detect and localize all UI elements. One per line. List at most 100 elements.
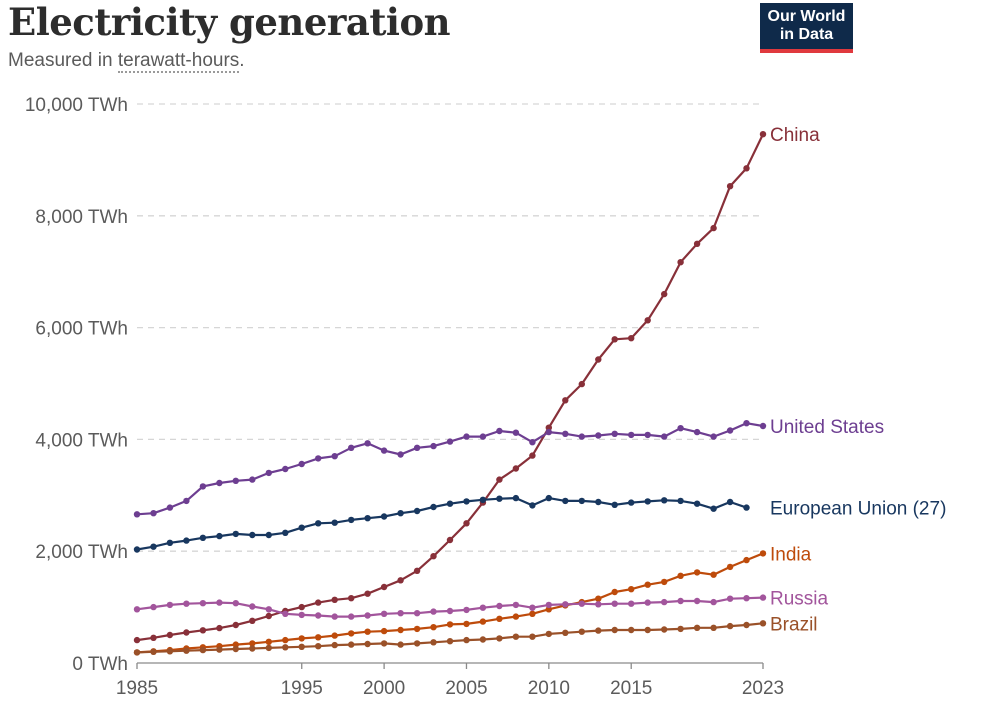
data-point[interactable] bbox=[693, 240, 701, 247]
data-point[interactable] bbox=[628, 626, 635, 634]
data-point[interactable] bbox=[726, 563, 734, 571]
data-point[interactable] bbox=[298, 643, 305, 650]
data-point[interactable] bbox=[628, 499, 635, 506]
data-point[interactable] bbox=[496, 476, 503, 483]
data-point[interactable] bbox=[216, 646, 223, 653]
data-point[interactable] bbox=[463, 520, 470, 527]
data-point[interactable] bbox=[578, 497, 585, 505]
data-point[interactable] bbox=[133, 546, 141, 553]
data-point[interactable] bbox=[364, 640, 371, 648]
data-point[interactable] bbox=[265, 531, 272, 539]
data-point[interactable] bbox=[545, 424, 552, 431]
data-point[interactable] bbox=[446, 500, 454, 507]
data-point[interactable] bbox=[397, 510, 404, 517]
data-point[interactable] bbox=[397, 626, 404, 634]
data-point[interactable] bbox=[496, 602, 503, 610]
data-point[interactable] bbox=[545, 428, 552, 436]
data-point[interactable] bbox=[380, 447, 388, 454]
data-point[interactable] bbox=[726, 427, 734, 434]
data-point[interactable] bbox=[265, 606, 272, 613]
data-point[interactable] bbox=[397, 451, 404, 458]
data-point[interactable] bbox=[512, 633, 520, 640]
data-point[interactable] bbox=[496, 615, 503, 622]
data-point[interactable] bbox=[430, 608, 437, 615]
data-point[interactable] bbox=[430, 442, 437, 450]
data-point[interactable] bbox=[512, 494, 520, 502]
data-point[interactable] bbox=[133, 511, 141, 518]
data-point[interactable] bbox=[677, 597, 684, 605]
data-point[interactable] bbox=[282, 636, 289, 644]
data-point[interactable] bbox=[380, 627, 388, 635]
data-point[interactable] bbox=[249, 531, 256, 539]
data-point[interactable] bbox=[710, 571, 717, 578]
data-point[interactable] bbox=[512, 613, 520, 620]
data-point[interactable] bbox=[545, 494, 552, 502]
data-point[interactable] bbox=[479, 636, 487, 643]
data-point[interactable] bbox=[150, 543, 157, 550]
data-point[interactable] bbox=[364, 515, 371, 522]
data-point[interactable] bbox=[759, 620, 767, 627]
data-point[interactable] bbox=[413, 625, 421, 633]
data-point[interactable] bbox=[595, 627, 602, 634]
series-european-union-27[interactable] bbox=[133, 494, 750, 553]
data-point[interactable] bbox=[661, 626, 668, 633]
data-point[interactable] bbox=[232, 621, 239, 629]
data-point[interactable] bbox=[644, 599, 651, 606]
data-point[interactable] bbox=[166, 648, 174, 655]
data-point[interactable] bbox=[331, 596, 338, 603]
data-point[interactable] bbox=[413, 610, 421, 617]
series-label-russia[interactable]: Russia bbox=[770, 589, 829, 610]
data-point[interactable] bbox=[644, 581, 651, 588]
data-point[interactable] bbox=[693, 597, 701, 605]
data-point[interactable] bbox=[529, 502, 536, 509]
data-point[interactable] bbox=[232, 530, 239, 538]
data-point[interactable] bbox=[166, 601, 174, 609]
data-point[interactable] bbox=[380, 640, 388, 647]
data-point[interactable] bbox=[479, 433, 487, 440]
data-point[interactable] bbox=[693, 624, 701, 631]
data-point[interactable] bbox=[249, 645, 256, 652]
data-point[interactable] bbox=[710, 624, 717, 631]
data-point[interactable] bbox=[364, 590, 371, 597]
data-point[interactable] bbox=[150, 603, 157, 611]
data-point[interactable] bbox=[133, 636, 141, 644]
data-point[interactable] bbox=[595, 601, 602, 608]
data-point[interactable] bbox=[413, 507, 421, 515]
data-point[interactable] bbox=[298, 603, 305, 611]
data-point[interactable] bbox=[249, 476, 256, 483]
data-point[interactable] bbox=[578, 380, 585, 388]
data-point[interactable] bbox=[562, 629, 569, 636]
data-point[interactable] bbox=[298, 611, 305, 619]
data-point[interactable] bbox=[315, 455, 322, 462]
data-point[interactable] bbox=[545, 606, 552, 613]
data-point[interactable] bbox=[183, 537, 190, 544]
data-point[interactable] bbox=[331, 632, 338, 639]
data-point[interactable] bbox=[348, 595, 355, 602]
data-point[interactable] bbox=[199, 646, 207, 654]
data-point[interactable] bbox=[199, 534, 207, 541]
data-point[interactable] bbox=[562, 430, 569, 437]
data-point[interactable] bbox=[562, 397, 569, 404]
data-point[interactable] bbox=[677, 259, 684, 266]
data-point[interactable] bbox=[529, 633, 536, 640]
data-point[interactable] bbox=[166, 631, 174, 639]
data-point[interactable] bbox=[710, 505, 717, 512]
data-point[interactable] bbox=[529, 452, 536, 459]
data-point[interactable] bbox=[166, 539, 174, 546]
data-point[interactable] bbox=[578, 628, 585, 635]
data-point[interactable] bbox=[430, 503, 437, 511]
data-point[interactable] bbox=[397, 577, 404, 584]
data-point[interactable] bbox=[298, 524, 305, 531]
data-point[interactable] bbox=[743, 165, 750, 172]
data-point[interactable] bbox=[446, 638, 454, 645]
data-point[interactable] bbox=[446, 607, 454, 615]
data-point[interactable] bbox=[282, 529, 289, 536]
data-point[interactable] bbox=[232, 641, 239, 648]
series-united-states[interactable] bbox=[133, 420, 767, 518]
series-brazil[interactable] bbox=[133, 620, 767, 656]
series-label-china[interactable]: China bbox=[770, 125, 820, 146]
data-point[interactable] bbox=[249, 617, 256, 624]
data-point[interactable] bbox=[463, 498, 470, 505]
data-point[interactable] bbox=[199, 627, 207, 634]
data-point[interactable] bbox=[611, 626, 618, 634]
